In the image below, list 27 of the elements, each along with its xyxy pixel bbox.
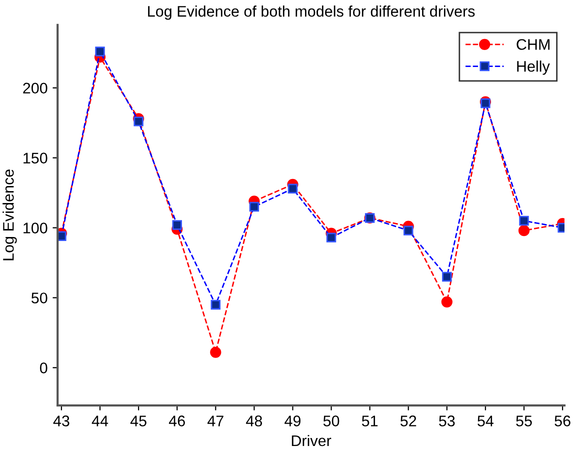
x-tick-label: 52 <box>400 416 416 426</box>
x-tick-label: 55 <box>516 416 532 426</box>
x-tick-label: 47 <box>207 416 224 426</box>
y-tick-label: 150 <box>24 152 48 164</box>
point <box>210 346 222 358</box>
x-tick-label: 54 <box>478 416 494 426</box>
y-axis-title: Log Evidence <box>2 170 17 260</box>
point <box>441 296 452 308</box>
x-tick-label: 43 <box>53 416 70 426</box>
x-axis-title: Driver <box>292 434 332 446</box>
legend-label: Helly <box>517 60 550 75</box>
y-tick-label: 200 <box>23 82 48 94</box>
x-tick-label: 46 <box>168 416 185 426</box>
y-tick-label: 0 <box>40 362 48 374</box>
x-tick-label: 51 <box>362 416 378 426</box>
x-tick-label: 45 <box>130 416 146 426</box>
legend-label: CHM <box>516 39 550 50</box>
chart-title: Log Evidence of both models for different drivers <box>148 6 475 20</box>
x-tick-label: 48 <box>246 416 262 426</box>
x-tick-label: 56 <box>554 416 570 426</box>
x-tick-label: 49 <box>284 416 301 426</box>
x-tick-label: 53 <box>439 416 455 426</box>
y-tick-label: 50 <box>31 292 48 304</box>
x-tick-label: 44 <box>92 416 108 426</box>
x-tick-label: 50 <box>323 416 340 426</box>
point <box>518 225 530 236</box>
y-tick-label: 100 <box>24 222 48 234</box>
